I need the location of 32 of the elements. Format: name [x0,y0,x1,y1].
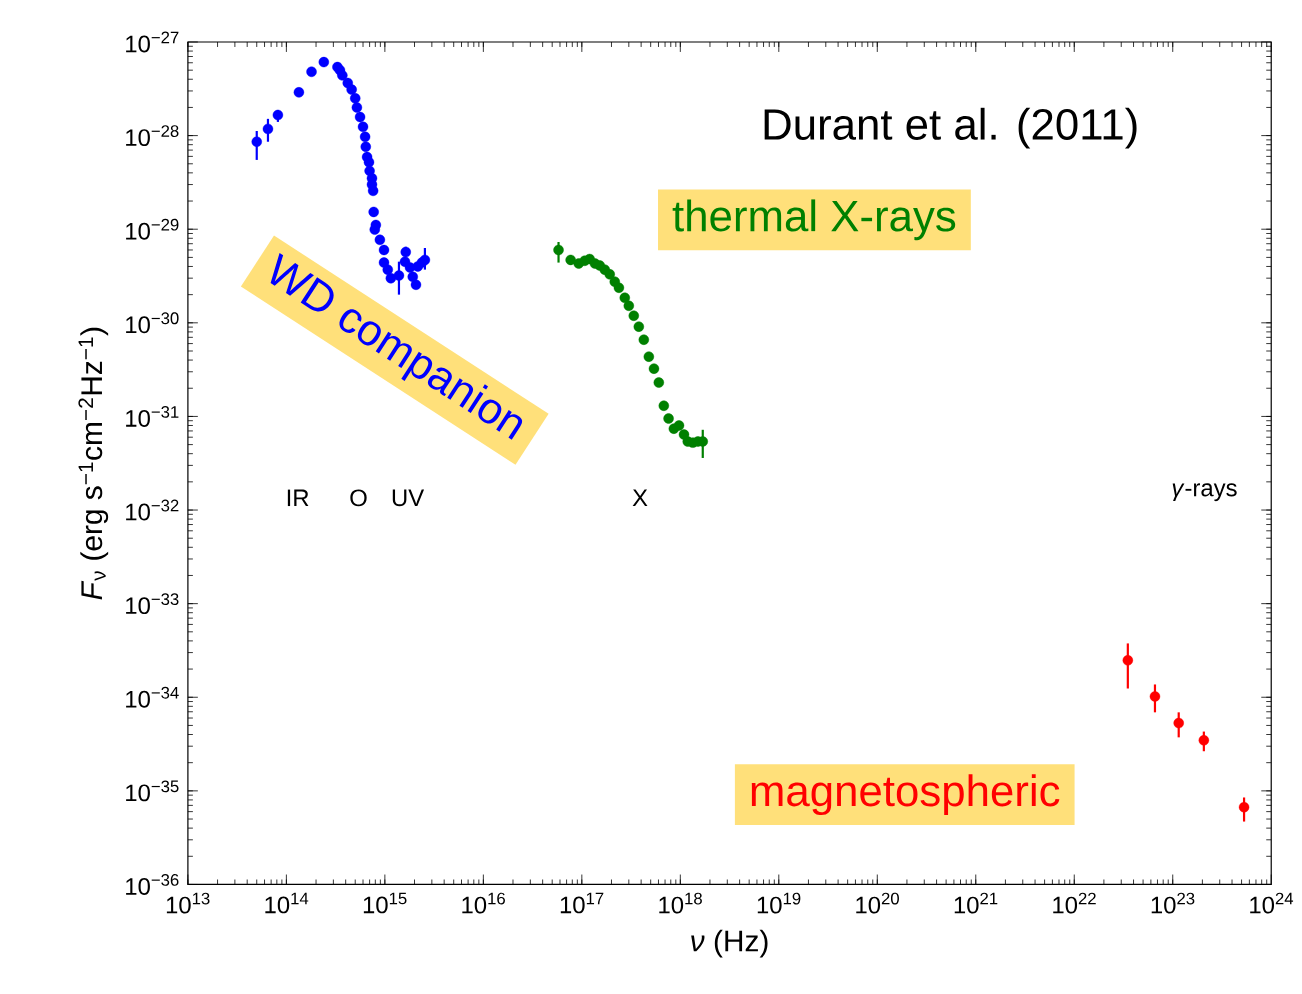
y-tick-label: 10$^{−31}$ [126,405,179,427]
y-tick-label: 10$^{−36}$ [126,873,179,895]
x-tick-label: 10$^{15}$ [363,892,407,914]
annotation: UV [392,489,425,506]
x-tick-label: 10$^{24}$ [1250,892,1294,914]
annotation: γ-rays [1172,483,1237,501]
annotation: O [350,489,367,507]
x-tick-label: 10$^{19}$ [757,892,801,914]
x-tick-label: 10$^{20}$ [856,892,899,914]
annotation: Durant et al. (2011) [764,107,1137,149]
y-tick-label: 10$^{−29}$ [126,218,179,240]
x-tick-label: 10$^{16}$ [462,892,505,914]
y-tick-label: 10$^{−30}$ [126,312,179,334]
y-tick-label: 10$^{−27}$ [126,31,179,53]
x-tick-label: 10$^{23}$ [1151,892,1195,914]
x-tick-label: 10$^{17}$ [560,892,604,914]
text: magnetospheric [751,774,1060,815]
x-tick-label: 10$^{13}$ [166,892,210,914]
x-tick-label: 10$^{22}$ [1053,892,1096,914]
y-tick-label: 10$^{−34}$ [126,686,179,708]
y-tick-label: 10$^{−35}$ [126,780,179,802]
y-tick-label: 10$^{−32}$ [126,499,179,521]
x-tick-label: 10$^{18}$ [659,892,702,914]
x-tick-label: 10$^{14}$ [265,892,309,914]
annotation: IR [287,489,309,506]
y-tick-label: 10$^{−33}$ [126,593,179,614]
series-label: thermal X-rays [672,199,956,241]
y-tick-label: 10$^{−28}$ [126,124,179,146]
annotation: X [632,489,648,506]
text: F$_{ν}$ (erg s$^{−1}$cm$^{−2}$Hz$^{−1}$) [78,327,109,600]
x-tick-label: 10$^{21}$ [954,892,998,914]
x-axis-title: ν (Hz) [691,929,768,958]
